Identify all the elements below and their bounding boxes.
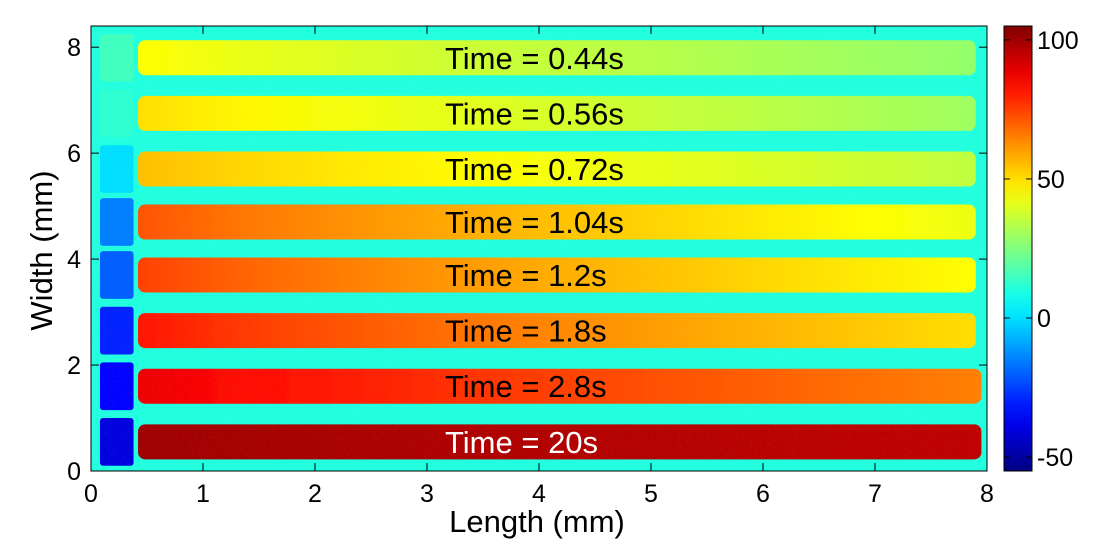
x-tick-label: 2	[308, 480, 322, 508]
time-label: Time = 1.8s	[445, 314, 607, 349]
x-tick-label: 7	[868, 480, 882, 508]
colorbar-tick-label: 0	[1037, 305, 1051, 333]
colorbar-tick-label: -50	[1037, 444, 1073, 472]
time-label: Time = 2.8s	[445, 369, 607, 404]
time-label: Time = 0.56s	[445, 96, 624, 131]
stripe	[138, 151, 976, 187]
time-annotations: Time = 0.44s Time = 0.56s Time = 0.72s Time…	[445, 41, 624, 460]
stripe-left-block	[99, 418, 134, 466]
x-tick-label: 0	[84, 480, 98, 508]
x-tick-label: 6	[756, 480, 770, 508]
colorbar-ticks: -50 0 50 100	[1004, 27, 1079, 472]
heatmap-image	[91, 26, 987, 471]
stripe-left-block	[99, 362, 134, 411]
stripe-left-block	[99, 306, 134, 355]
x-axis-label: Length (mm)	[449, 504, 625, 539]
y-axis-label: Width (mm)	[24, 170, 59, 330]
stripe	[138, 95, 976, 131]
stripe	[138, 40, 976, 76]
stripe	[138, 424, 982, 460]
stripe	[138, 204, 976, 240]
y-tick-label: 8	[67, 34, 81, 62]
stripe	[138, 257, 976, 293]
x-tick-label: 5	[644, 480, 658, 508]
stripe	[138, 313, 976, 349]
time-label: Time = 0.44s	[445, 41, 624, 76]
plot-area	[91, 26, 987, 471]
time-label: Time = 1.04s	[445, 205, 624, 240]
stripe-left-block	[99, 33, 134, 82]
x-tick-label: 3	[420, 480, 434, 508]
stripe-left-block	[99, 198, 134, 246]
time-label: Time = 20s	[445, 425, 598, 460]
y-tick-label: 4	[67, 246, 81, 274]
x-axis: 0 1 2 3 4 5 6 7 8	[84, 26, 994, 508]
stripe-left-block	[99, 145, 134, 193]
y-axis: 0 2 4 6 8	[67, 34, 987, 486]
time-label: Time = 1.2s	[445, 258, 607, 293]
stripe-left-block	[99, 89, 134, 138]
time-label: Time = 0.72s	[445, 152, 624, 187]
colorbar-tick-label: 50	[1037, 166, 1065, 194]
y-tick-label: 2	[67, 352, 81, 380]
heatmap-background	[91, 26, 987, 471]
x-tick-label: 8	[980, 480, 994, 508]
x-tick-label: 4	[532, 480, 546, 508]
colorbar: -50 0 50 100	[1003, 25, 1079, 472]
stripe-left-block	[99, 251, 134, 299]
x-tick-label: 1	[196, 480, 210, 508]
y-tick-label: 6	[67, 140, 81, 168]
colorbar-gradient	[1003, 25, 1033, 472]
y-tick-label: 0	[67, 458, 81, 486]
stripe	[138, 368, 982, 404]
colorbar-tick-label: 100	[1037, 27, 1079, 55]
